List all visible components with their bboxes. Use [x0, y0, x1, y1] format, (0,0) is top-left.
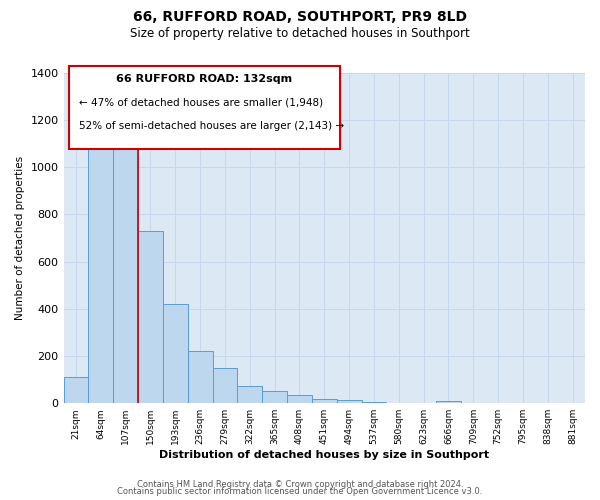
FancyBboxPatch shape [69, 66, 340, 148]
Y-axis label: Number of detached properties: Number of detached properties [15, 156, 25, 320]
Bar [312, 399, 337, 403]
Bar [163, 304, 188, 403]
Bar [188, 352, 212, 403]
Bar [337, 400, 362, 403]
Bar [88, 130, 113, 403]
Bar [287, 396, 312, 403]
X-axis label: Distribution of detached houses by size in Southport: Distribution of detached houses by size … [159, 450, 490, 460]
Bar [138, 231, 163, 403]
Text: Contains public sector information licensed under the Open Government Licence v3: Contains public sector information licen… [118, 488, 482, 496]
Text: Size of property relative to detached houses in Southport: Size of property relative to detached ho… [130, 28, 470, 40]
Bar [113, 132, 138, 403]
Bar [362, 402, 386, 403]
Text: 52% of semi-detached houses are larger (2,143) →: 52% of semi-detached houses are larger (… [79, 120, 344, 130]
Text: ← 47% of detached houses are smaller (1,948): ← 47% of detached houses are smaller (1,… [79, 98, 323, 108]
Text: 66, RUFFORD ROAD, SOUTHPORT, PR9 8LD: 66, RUFFORD ROAD, SOUTHPORT, PR9 8LD [133, 10, 467, 24]
Bar [212, 368, 238, 403]
Bar [238, 386, 262, 403]
Bar [436, 402, 461, 403]
Text: Contains HM Land Registry data © Crown copyright and database right 2024.: Contains HM Land Registry data © Crown c… [137, 480, 463, 489]
Bar [64, 377, 88, 403]
Text: 66 RUFFORD ROAD: 132sqm: 66 RUFFORD ROAD: 132sqm [116, 74, 292, 85]
Bar [262, 392, 287, 403]
